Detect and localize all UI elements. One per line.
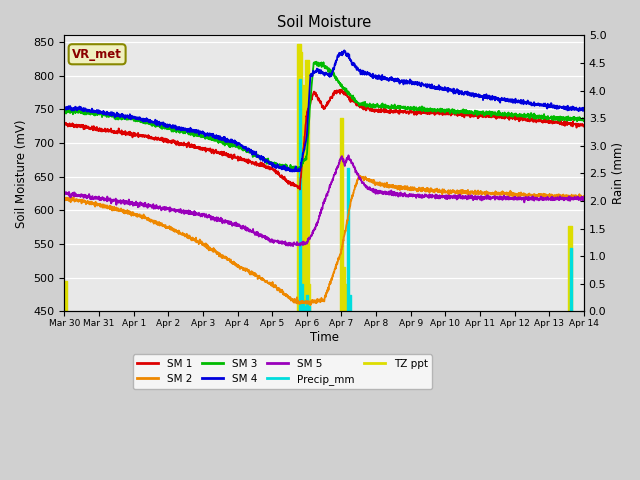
Text: VR_met: VR_met: [72, 48, 122, 61]
Y-axis label: Rain (mm): Rain (mm): [612, 143, 625, 204]
X-axis label: Time: Time: [310, 331, 339, 344]
Title: Soil Moisture: Soil Moisture: [277, 15, 371, 30]
Legend: SM 1, SM 2, SM 3, SM 4, SM 5, Precip_mm, TZ ppt: SM 1, SM 2, SM 3, SM 4, SM 5, Precip_mm,…: [133, 354, 432, 389]
Y-axis label: Soil Moisture (mV): Soil Moisture (mV): [15, 119, 28, 228]
